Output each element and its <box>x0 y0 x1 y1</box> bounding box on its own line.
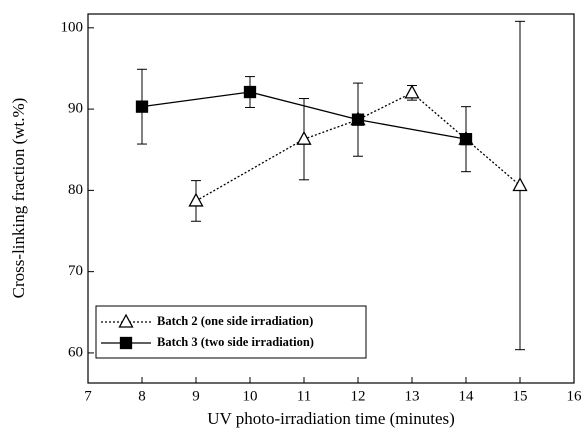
marker <box>188 192 204 207</box>
series-line <box>141 91 467 140</box>
x-tick-label: 13 <box>405 388 420 404</box>
x-tick-label: 10 <box>243 388 258 404</box>
marker <box>296 130 312 145</box>
marker <box>351 113 365 126</box>
x-tick-label: 14 <box>459 388 475 404</box>
marker <box>135 100 149 113</box>
x-tick-label: 12 <box>351 388 366 404</box>
x-tick-label: 16 <box>567 388 583 404</box>
series-line <box>195 92 521 202</box>
y-axis-label: Cross-linking fraction (wt.%) <box>9 98 28 299</box>
plot-frame <box>87 13 575 384</box>
marker <box>118 313 134 328</box>
legend-label: Batch 2 (one side irradiation) <box>157 314 313 328</box>
marker <box>459 133 473 146</box>
legend-box <box>95 305 367 359</box>
marker <box>404 84 420 99</box>
y-tick-label: 90 <box>68 101 83 117</box>
y-tick-label: 100 <box>61 19 84 35</box>
marker <box>119 336 133 350</box>
y-tick-label: 80 <box>68 182 83 198</box>
y-tick-label: 70 <box>68 263 83 279</box>
x-axis-label: UV photo-irradiation time (minutes) <box>207 409 455 428</box>
x-tick-label: 9 <box>192 388 200 404</box>
x-tick-label: 8 <box>138 388 146 404</box>
y-tick-label: 60 <box>68 344 83 360</box>
marker <box>243 85 257 99</box>
marker <box>512 177 528 192</box>
x-tick-label: 11 <box>297 388 311 404</box>
legend-label: Batch 3 (two side irradiation) <box>157 335 314 349</box>
x-tick-label: 7 <box>84 388 92 404</box>
x-tick-label: 15 <box>513 388 528 404</box>
